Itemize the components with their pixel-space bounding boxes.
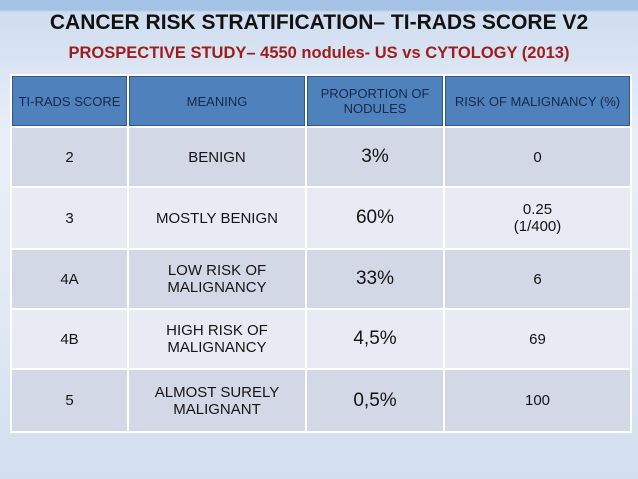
tirads-table: TI-RADS SCORE MEANING PROPORTION OF NODU… bbox=[10, 74, 632, 433]
cell-proportion: 33% bbox=[305, 248, 445, 310]
cell-score: 4B bbox=[10, 308, 129, 370]
cell-score: 4A bbox=[10, 248, 129, 310]
cell-risk: 6 bbox=[443, 248, 632, 310]
slide-title: CANCER RISK STRATIFICATION– TI-RADS SCOR… bbox=[49, 11, 589, 34]
cell-meaning: HIGH RISK OF MALIGNANCY bbox=[127, 308, 307, 370]
cell-meaning: ALMOST SURELY MALIGNANT bbox=[127, 368, 307, 433]
cell-proportion: 4,5% bbox=[305, 308, 445, 370]
cell-score: 3 bbox=[10, 186, 129, 250]
cell-score: 5 bbox=[10, 368, 129, 433]
column-header-proportion: PROPORTION OF NODULES bbox=[305, 74, 445, 128]
cell-proportion: 0,5% bbox=[305, 368, 445, 433]
table-row: 3 MOSTLY BENIGN 60% 0.25 (1/400) bbox=[10, 186, 632, 250]
cell-meaning: LOW RISK OF MALIGNANCY bbox=[127, 248, 307, 310]
slide-subtitle: PROSPECTIVE STUDY– 4550 nodules- US vs C… bbox=[68, 44, 570, 62]
cell-risk: 100 bbox=[443, 368, 632, 433]
column-header-meaning: MEANING bbox=[127, 74, 307, 128]
table-row: 4B HIGH RISK OF MALIGNANCY 4,5% 69 bbox=[10, 308, 632, 370]
cell-proportion: 3% bbox=[305, 126, 445, 188]
cell-proportion: 60% bbox=[305, 186, 445, 250]
cell-risk: 0 bbox=[443, 126, 632, 188]
cell-meaning: BENIGN bbox=[127, 126, 307, 188]
table-row: 2 BENIGN 3% 0 bbox=[10, 126, 632, 188]
tirads-table-container: TI-RADS SCORE MEANING PROPORTION OF NODU… bbox=[10, 74, 632, 433]
header-row: TI-RADS SCORE MEANING PROPORTION OF NODU… bbox=[10, 74, 632, 128]
table-row: 5 ALMOST SURELY MALIGNANT 0,5% 100 bbox=[10, 368, 632, 433]
column-header-risk: RISK OF MALIGNANCY (%) bbox=[443, 74, 632, 128]
cell-meaning: MOSTLY BENIGN bbox=[127, 186, 307, 250]
cell-risk: 69 bbox=[443, 308, 632, 370]
column-header-score: TI-RADS SCORE bbox=[10, 74, 129, 128]
cell-risk: 0.25 (1/400) bbox=[443, 186, 632, 250]
table-row: 4A LOW RISK OF MALIGNANCY 33% 6 bbox=[10, 248, 632, 310]
cell-score: 2 bbox=[10, 126, 129, 188]
